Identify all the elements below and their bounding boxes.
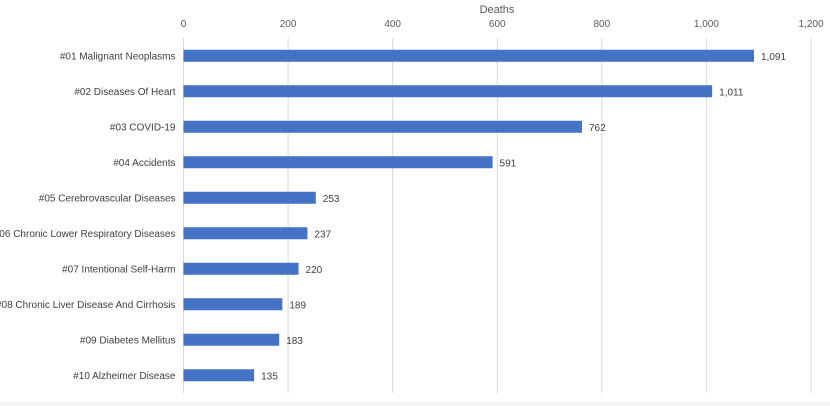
category-label: #09 Diabetes Mellitus — [80, 335, 176, 346]
category-label: #10 Alzheimer Disease — [73, 371, 176, 382]
bar — [183, 85, 713, 98]
data-label: 1,091 — [761, 52, 786, 63]
category-label: #04 Accidents — [113, 158, 175, 169]
bar — [183, 298, 283, 311]
data-label: 220 — [306, 265, 323, 276]
bar — [183, 191, 316, 204]
bottom-strip — [0, 402, 830, 406]
bar — [183, 49, 755, 62]
category-label: #08 Chronic Liver Disease And Cirrhosis — [0, 300, 176, 311]
category-label: #05 Cerebrovascular Diseases — [39, 193, 176, 204]
x-tick-label: 0 — [181, 19, 187, 30]
x-tick-label: 600 — [489, 19, 506, 30]
x-tick-label: 1,000 — [694, 19, 719, 30]
bar — [183, 120, 582, 133]
data-label: 591 — [500, 158, 517, 169]
data-label: 189 — [289, 300, 306, 311]
data-label: 183 — [286, 336, 303, 347]
bar — [183, 156, 493, 169]
data-label: 1,011 — [719, 87, 744, 98]
data-label: 253 — [323, 194, 340, 205]
x-tick-label: 1,200 — [798, 19, 823, 30]
category-label: #06 Chronic Lower Respiratory Diseases — [0, 229, 176, 240]
bar — [183, 227, 308, 240]
data-label: 135 — [261, 371, 278, 382]
category-label: #03 COVID-19 — [110, 122, 176, 133]
category-label: #01 Malignant Neoplasms — [60, 51, 176, 62]
bar — [183, 262, 299, 275]
data-label: 762 — [589, 123, 606, 134]
category-label: #07 Intentional Self-Harm — [62, 264, 175, 275]
x-axis-title: Deaths — [480, 4, 515, 16]
bar — [183, 369, 255, 382]
bar — [183, 333, 280, 346]
x-tick-label: 200 — [280, 19, 297, 30]
data-label: 237 — [314, 229, 331, 240]
category-label: #02 Diseases Of Heart — [74, 87, 175, 98]
x-tick-label: 800 — [593, 19, 610, 30]
x-tick-label: 400 — [384, 19, 401, 30]
